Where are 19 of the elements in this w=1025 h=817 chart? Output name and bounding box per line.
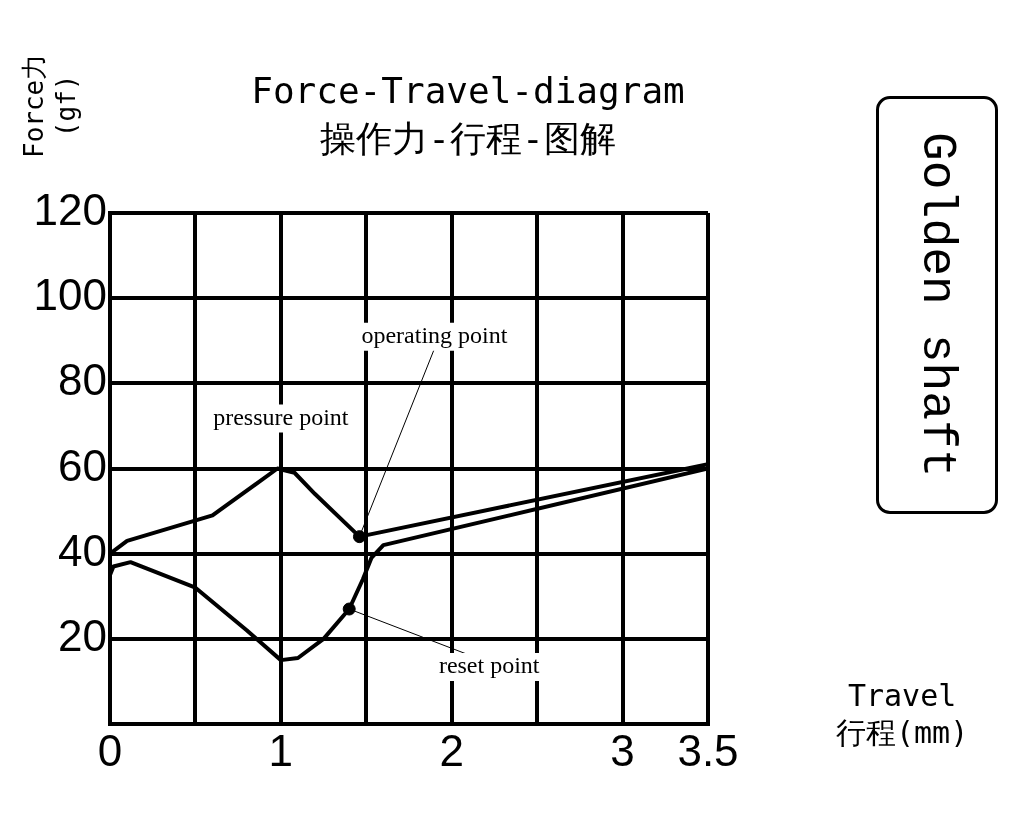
- x-tick-label: 0: [97, 725, 123, 775]
- text: Golden shaft: [876, 96, 998, 514]
- y-tick-label: 20: [58, 610, 107, 660]
- x-tick-label: 3: [610, 725, 635, 775]
- x-tick-label: 2: [439, 725, 464, 775]
- x-tick-label: 3.5: [677, 725, 739, 775]
- y-tick-label: 80: [58, 355, 107, 405]
- y-axis-title: Force力 (gf): [18, 53, 82, 158]
- chart-title: Force-Travel-diagram: [250, 70, 686, 111]
- annotation: reset point: [438, 652, 540, 679]
- y-tick-label: 100: [33, 270, 107, 320]
- y-tick-label: 120: [33, 185, 107, 235]
- chart-subtitle: 操作力-行程-图解: [319, 117, 617, 161]
- x-tick-label: 1: [268, 725, 294, 775]
- x-axis-title: Travel 行程(mm): [836, 678, 969, 752]
- y-tick-label: 40: [58, 525, 107, 575]
- y-tick-label: 60: [58, 440, 107, 490]
- annotation: operating point: [361, 321, 508, 348]
- annotation: pressure point: [213, 403, 349, 430]
